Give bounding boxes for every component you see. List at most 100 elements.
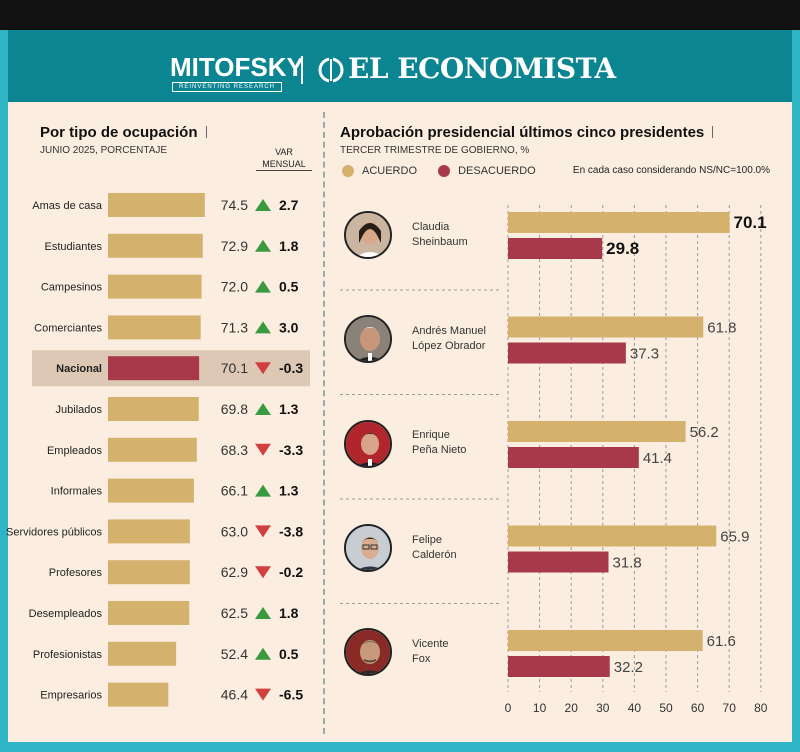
el-economista-logo-icon: [318, 57, 344, 83]
value-label: 68.3: [221, 442, 248, 458]
occupation-bar: [108, 233, 203, 258]
var-label: 1.3: [279, 401, 299, 417]
desacuerdo-value-label: 31.8: [612, 555, 641, 572]
occupation-bar: [108, 397, 199, 421]
var-label: 2.7: [279, 197, 299, 213]
category-label: Jubilados: [56, 404, 103, 416]
desacuerdo-value-label: 41.4: [643, 450, 672, 467]
desacuerdo-bar: [508, 342, 626, 364]
value-label: 62.9: [221, 564, 248, 580]
x-tick-label: 40: [628, 701, 642, 715]
president-name-0: Claudia Sheinbaum: [412, 221, 468, 248]
x-tick-label: 20: [565, 701, 579, 715]
down-arrow-icon: [255, 688, 271, 701]
down-arrow-icon: [255, 566, 271, 579]
portrait-calderon: [344, 524, 392, 572]
acuerdo-value-label: 61.6: [707, 633, 736, 650]
occupation-bar: [108, 315, 201, 340]
var-label: 0.5: [279, 646, 299, 662]
occupation-bar: [108, 560, 190, 585]
value-label: 74.5: [221, 197, 248, 213]
x-tick-label: 60: [691, 701, 705, 715]
desacuerdo-bar: [508, 238, 603, 259]
category-label: Informales: [51, 486, 103, 498]
value-label: 72.0: [221, 279, 248, 295]
occupation-bar: [108, 601, 190, 625]
category-label: Amas de casa: [32, 200, 103, 212]
top-bar: [0, 0, 800, 30]
legend-acuerdo: ACUERDO: [342, 165, 417, 177]
category-label: Estudiantes: [45, 241, 103, 253]
desacuerdo-bar: [508, 447, 639, 468]
president-name-4: Vicente Fox: [412, 638, 449, 665]
right-chart-subtitle: TERCER TRIMESTRE DE GOBIERNO, %: [340, 145, 530, 156]
banner-separator: [301, 56, 303, 84]
up-arrow-icon: [255, 403, 271, 415]
value-label: 52.4: [221, 646, 248, 662]
right-border: [792, 30, 800, 752]
occupation-bar: [108, 641, 177, 666]
x-tick-label: 80: [754, 701, 768, 715]
var-label: 1.3: [279, 483, 299, 499]
var-label: -3.8: [279, 523, 303, 539]
category-label: Comerciantes: [34, 322, 102, 334]
acuerdo-bar: [508, 316, 704, 338]
value-label: 63.0: [221, 523, 248, 539]
up-arrow-icon: [255, 239, 271, 252]
var-label: -0.3: [279, 360, 303, 376]
occupation-bar: [108, 478, 194, 503]
x-tick-label: 30: [596, 701, 610, 715]
acuerdo-bar: [508, 630, 703, 651]
up-arrow-icon: [255, 199, 271, 211]
president-name-1: Andrés Manuel López Obrador: [412, 325, 486, 352]
acuerdo-bar: [508, 421, 686, 442]
category-label: Servidores públicos: [6, 526, 102, 538]
down-arrow-icon: [255, 525, 271, 538]
occupation-bar: [108, 356, 200, 381]
up-arrow-icon: [255, 484, 271, 497]
president-name-3: Felipe Calderón: [412, 534, 457, 561]
value-label: 71.3: [221, 319, 248, 335]
value-label: 69.8: [221, 401, 248, 417]
mitofsky-tagline: REINVENTING RESEARCH: [172, 82, 282, 92]
desacuerdo-value-label: 32.2: [614, 659, 643, 676]
var-label: -0.2: [279, 564, 303, 580]
x-tick-label: 0: [505, 701, 512, 715]
occupation-bar: [108, 274, 202, 299]
desacuerdo-bar: [508, 656, 610, 677]
president-name-2: Enrique Peña Nieto: [412, 429, 467, 456]
up-arrow-icon: [255, 280, 271, 293]
category-label: Empleados: [47, 445, 103, 457]
portrait-sheinbaum: [344, 211, 392, 259]
legend-desacuerdo: DESACUERDO: [438, 165, 536, 177]
up-arrow-icon: [255, 607, 271, 619]
acuerdo-value-label: 65.9: [720, 529, 749, 546]
desacuerdo-value-label: 29.8: [606, 239, 639, 258]
bottom-border: [0, 742, 800, 752]
left-chart-subtitle: JUNIO 2025, PORCENTAJE: [40, 145, 168, 156]
portrait-pena-nieto: [344, 420, 392, 468]
x-tick-label: 10: [533, 701, 547, 715]
occupation-bar: [108, 193, 205, 217]
value-label: 46.4: [221, 687, 248, 703]
category-label: Empresarios: [40, 690, 102, 702]
value-label: 62.5: [221, 605, 248, 621]
occupation-bar: [108, 682, 169, 707]
down-arrow-icon: [255, 362, 271, 375]
var-label: 3.0: [279, 319, 299, 335]
value-label: 66.1: [221, 483, 248, 499]
var-label: -6.5: [279, 687, 303, 703]
category-label: Profesores: [49, 567, 103, 579]
left-border: [0, 30, 8, 752]
value-label: 70.1: [221, 360, 248, 376]
x-tick-label: 50: [659, 701, 673, 715]
down-arrow-icon: [255, 443, 271, 456]
value-label: 72.9: [221, 238, 248, 254]
acuerdo-bar: [508, 525, 717, 547]
var-mensual-header: VAR MENSUAL: [256, 146, 312, 171]
mitofsky-logo: MITOFSKY: [170, 52, 304, 82]
var-label: 1.8: [279, 238, 299, 254]
var-label: 1.8: [279, 605, 299, 621]
